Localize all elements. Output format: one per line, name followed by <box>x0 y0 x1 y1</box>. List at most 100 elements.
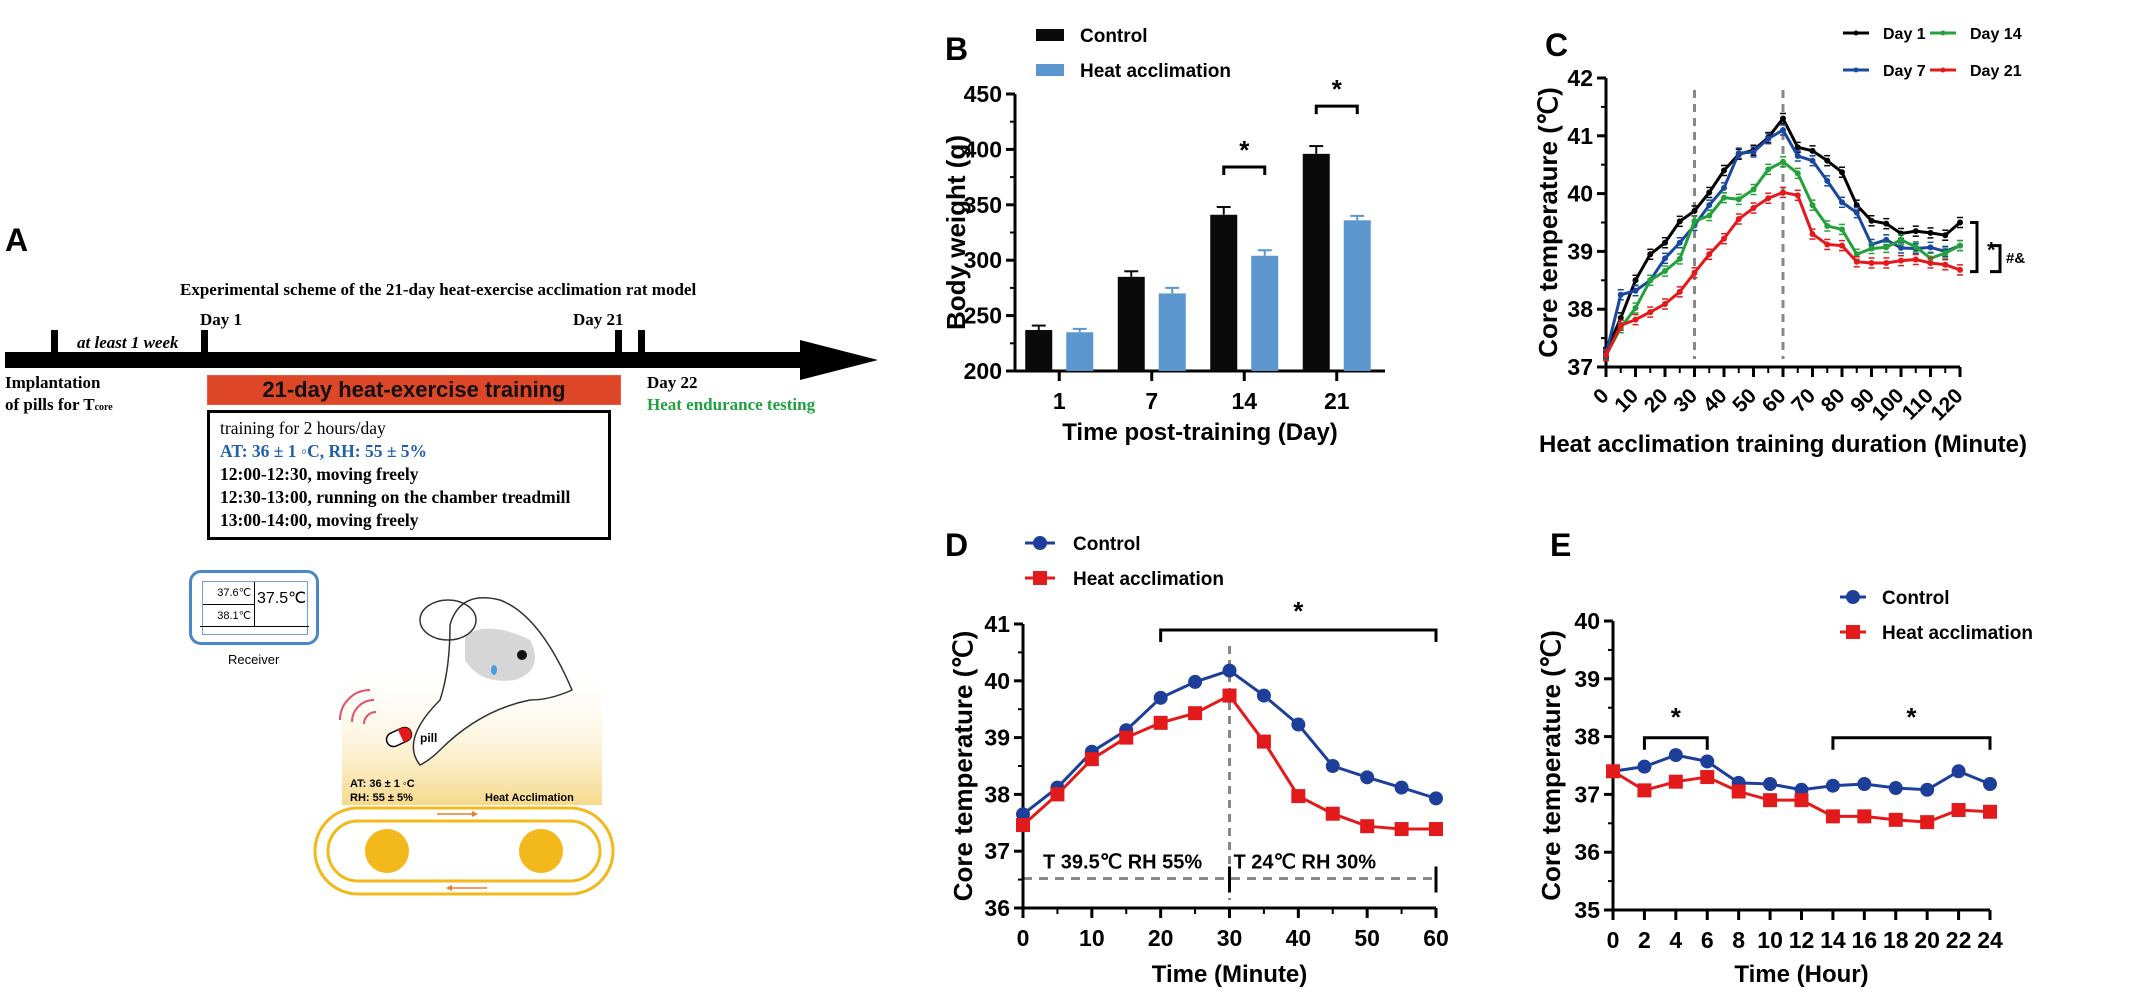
data-point <box>1912 228 1919 235</box>
data-point-square <box>1016 818 1030 833</box>
x-tick-label: 20 <box>1148 925 1174 951</box>
chamber-label: Heat Acclimation <box>485 792 574 804</box>
legend-label: Control <box>1882 588 1950 609</box>
x-axis-label: Time post-training (Day) <box>1062 419 1338 446</box>
implantation-subscript: core <box>94 402 113 413</box>
data-point-square <box>1394 822 1409 837</box>
chart-c-axes: 3738394041420102030405060708090100110120… <box>1533 27 2027 458</box>
condition-label: T 39.5℃ RH 55% <box>1043 851 1202 873</box>
data-point <box>1927 244 1934 251</box>
data-point-square <box>1325 806 1340 821</box>
data-point <box>1617 314 1624 321</box>
data-point-circle <box>1951 764 1966 779</box>
x-tick-label: 12 <box>1789 927 1815 953</box>
data-point <box>1721 235 1727 242</box>
timeline-arrow-shaft <box>5 352 805 368</box>
treadmill-belt-outer <box>313 806 615 896</box>
legend-label: Day 1 <box>1883 26 1926 43</box>
x-tick-label: 10 <box>1757 927 1783 953</box>
data-point-square <box>1256 734 1271 749</box>
data-point-square <box>1188 706 1203 721</box>
data-point <box>1750 186 1757 193</box>
data-point <box>1662 300 1668 307</box>
data-point <box>1721 184 1727 191</box>
legend-marker-circle <box>1033 536 1047 550</box>
data-point <box>1617 291 1624 298</box>
data-point <box>1853 209 1860 216</box>
x-tick-label: 40 <box>1699 384 1732 417</box>
data-point-square <box>1920 815 1935 830</box>
legend-marker <box>1853 30 1859 36</box>
data-point-circle <box>1256 688 1271 703</box>
x-tick-label: 10 <box>1079 925 1105 951</box>
data-point-square <box>1825 809 1840 824</box>
data-point <box>1676 255 1683 262</box>
significance-bracket <box>1831 736 1992 750</box>
y-tick-label: 38 <box>1567 296 1593 322</box>
y-tick-label: 39 <box>1574 666 1600 692</box>
x-tick-label: 1 <box>1053 388 1066 414</box>
x-tick-label: 14 <box>1820 927 1846 953</box>
panel-letter-a: A <box>5 222 29 258</box>
legend-label: Heat acclimation <box>1073 569 1224 590</box>
panel-letter-c: C <box>1545 27 1568 63</box>
data-point <box>1868 259 1875 266</box>
data-point-square <box>1291 789 1306 804</box>
y-axis-label: Core temperature (℃) <box>1533 87 1563 357</box>
treadmill <box>313 806 615 896</box>
legend-marker <box>1940 67 1946 73</box>
data-point <box>1868 217 1875 224</box>
chart-d-axes: 36 37 38 39 40 41 0 10 20 30 40 50 60 Core temperatur… <box>945 527 1449 988</box>
y-tick-label: 37 <box>1574 781 1600 807</box>
data-point <box>1647 277 1654 284</box>
x-axis-label: Heat acclimation training duration (Minu… <box>1539 431 2027 458</box>
x-axis-label: Time (Minute) <box>1152 961 1308 988</box>
data-point <box>1765 166 1772 173</box>
data-point <box>1957 242 1963 249</box>
legend-marker-square <box>1846 625 1860 639</box>
data-point-circle <box>1016 807 1030 822</box>
data-point-square <box>1731 784 1746 799</box>
signal-wave-icon <box>351 699 375 723</box>
data-point <box>1853 202 1860 209</box>
data-point <box>1794 153 1801 160</box>
data-point-circle <box>1325 759 1340 773</box>
arrow-left-icon <box>446 885 452 891</box>
data-point <box>1662 255 1668 262</box>
tick-implantation <box>51 330 58 354</box>
data-point-circle <box>1394 780 1409 795</box>
data-point <box>1780 127 1786 134</box>
protocol-line-5: 13:00-14:00, moving freely <box>220 510 419 530</box>
y-tick-label: 41 <box>984 611 1010 637</box>
data-point-circle <box>1857 776 1872 791</box>
data-point-square <box>1763 793 1778 808</box>
data-point-circle <box>1983 776 1997 791</box>
x-tick-label: 0 <box>1017 925 1030 951</box>
y-tick-label: 36 <box>1574 839 1600 865</box>
data-point <box>1824 177 1831 184</box>
y-axis-label: Core temperature (℃) <box>948 631 978 901</box>
legend-label: Control <box>1080 26 1148 47</box>
rat-brain-icon <box>465 628 535 681</box>
y-tick-label: 42 <box>1567 65 1593 91</box>
data-point <box>1676 239 1683 246</box>
data-point-circle <box>1825 778 1840 793</box>
data-point-circle <box>1637 759 1652 774</box>
data-point <box>1824 157 1831 164</box>
y-tick-label: 38 <box>1574 724 1600 750</box>
data-point <box>1647 309 1654 316</box>
x-tick-label: 7 <box>1145 388 1158 414</box>
x-tick-label: 4 <box>1669 927 1682 953</box>
data-point <box>1794 192 1801 199</box>
y-axis-label: Body weight (g) <box>941 135 971 330</box>
legend-label: Day 7 <box>1883 63 1926 80</box>
data-point <box>1809 231 1816 238</box>
data-point-square <box>1951 803 1966 818</box>
panel-letter-b: B <box>945 31 968 67</box>
data-point <box>1809 147 1816 154</box>
data-point <box>1839 199 1845 206</box>
y-axis-label: Core temperature (℃) <box>1536 630 1566 900</box>
data-point <box>1617 322 1624 329</box>
receiver-label: Receiver <box>228 652 280 667</box>
pill-label: pill <box>420 731 437 745</box>
